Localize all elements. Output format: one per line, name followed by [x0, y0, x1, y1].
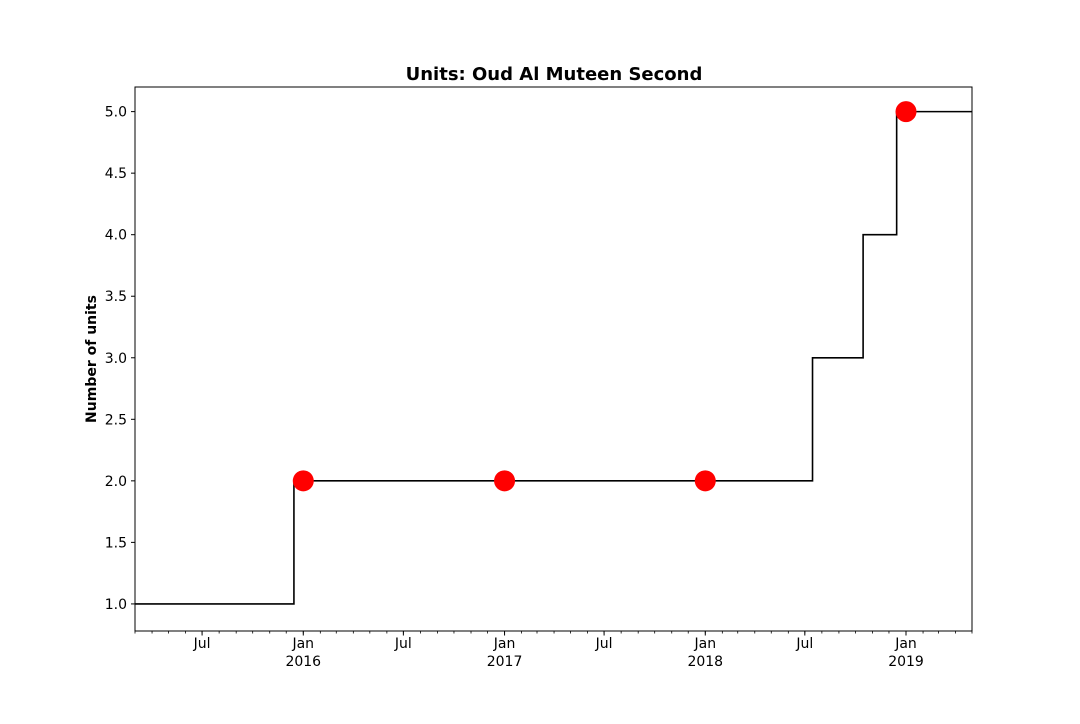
data-marker-1 — [292, 470, 314, 492]
x-tick-label: Jan — [894, 636, 917, 652]
x-tick-year-label: 2017 — [487, 654, 523, 670]
plot-frame — [134, 86, 973, 632]
y-tick-label: 4.5 — [105, 166, 127, 182]
x-tick-label: Jul — [394, 636, 412, 652]
axis-ticks: 1.0 1.5 2.0 2.5 3.0 3.5 4.0 4.5 5.0 Jul Jan 2016 Jul… — [105, 105, 973, 670]
data-marker-4 — [895, 101, 917, 123]
y-axis-label: Number of units — [84, 295, 100, 423]
plot-area — [135, 101, 972, 605]
y-tick-label: 3.5 — [105, 289, 127, 305]
x-tick-year-label: 2016 — [285, 654, 321, 670]
y-tick-label: 1.0 — [105, 597, 127, 613]
y-tick-label: 4.0 — [105, 228, 127, 244]
x-tick-label: Jul — [595, 636, 613, 652]
x-tick-year-label: 2018 — [687, 654, 723, 670]
x-tick-label: Jan — [693, 636, 716, 652]
y-tick-label: 5.0 — [105, 105, 127, 121]
chart-title: Units: Oud Al Muteen Second — [406, 64, 703, 85]
y-tick-label: 2.0 — [105, 474, 127, 490]
data-marker-2 — [494, 470, 516, 492]
data-marker-3 — [694, 470, 716, 492]
y-tick-label: 2.5 — [105, 412, 127, 428]
step-series-line — [135, 110, 972, 605]
x-tick-label: Jan — [493, 636, 516, 652]
x-tick-label: Jul — [193, 636, 211, 652]
x-tick-label: Jul — [795, 636, 813, 652]
y-tick-label: 3.0 — [105, 351, 127, 367]
y-tick-label: 1.5 — [105, 535, 127, 551]
x-tick-label: Jan — [291, 636, 314, 652]
x-tick-year-label: 2019 — [888, 654, 924, 670]
